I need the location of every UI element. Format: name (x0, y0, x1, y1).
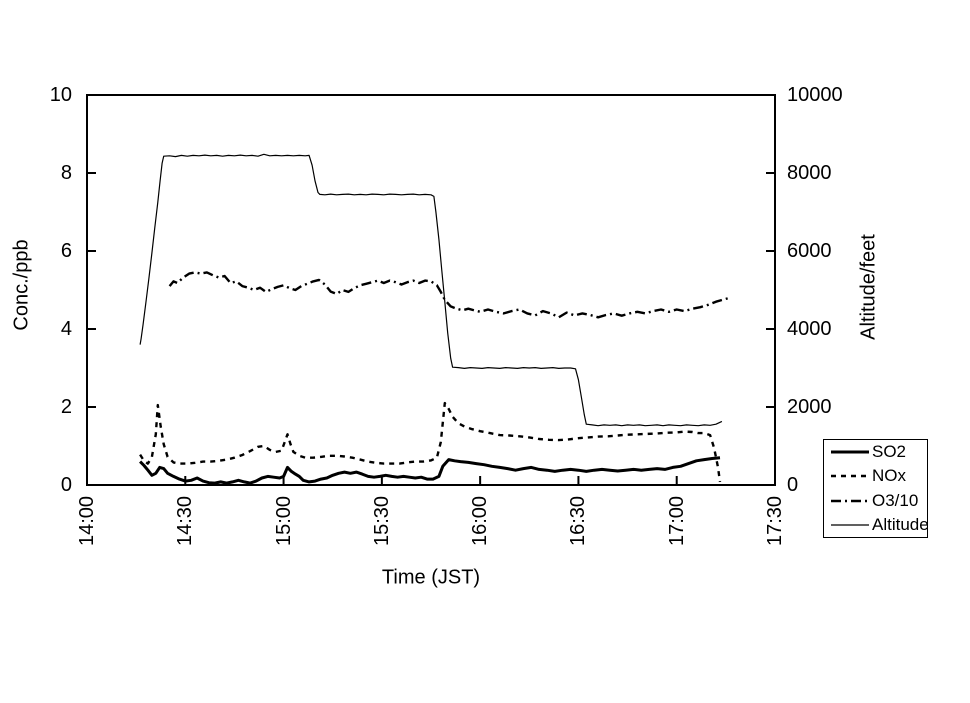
legend-item-nox: NOx (824, 466, 927, 486)
legend-label: NOx (872, 466, 906, 486)
legend-line-sample (831, 524, 869, 526)
x-tick-label: 16:00 (469, 495, 492, 547)
x-tick-label: 15:30 (370, 495, 393, 547)
legend-item-so2: SO2 (824, 442, 927, 462)
x-tick-label: 17:30 (764, 495, 786, 547)
y-right-tick-label: 8000 (787, 162, 832, 184)
y-left-tick-label: 0 (60, 474, 72, 496)
series-line-altitude (139, 153, 723, 427)
legend-line-sample (831, 475, 869, 478)
y-left-tick-label: 4 (60, 318, 72, 340)
legend-line-sample (831, 499, 869, 502)
y-axis-title-right: Altitude/feet (857, 234, 880, 340)
legend-label: Altitude (872, 514, 929, 534)
y-right-tick-label: 2000 (787, 396, 832, 418)
legend-label: SO2 (872, 442, 907, 462)
y-right-tick-label: 4000 (787, 318, 832, 340)
x-axis-title: Time (JST) (381, 566, 481, 589)
y-right-tick-label: 10000 (787, 84, 843, 106)
y-left-tick-label: 6 (60, 240, 72, 262)
x-tick-label: 16:30 (567, 495, 590, 547)
series-line-o3-10 (168, 271, 731, 319)
y-axis-title-left: Conc./ppb (10, 239, 33, 331)
y-left-tick-label: 2 (60, 396, 72, 418)
legend-label: O3/10 (872, 490, 919, 510)
legend-item-altitude: Altitude (824, 514, 929, 535)
plot-border (86, 94, 776, 486)
series-line-so2 (139, 456, 721, 485)
y-right-tick-label: 6000 (787, 240, 832, 262)
legend-line-sample (831, 450, 869, 454)
x-tick-label: 14:30 (174, 495, 197, 547)
legend-item-o3-10: O3/10 (824, 491, 927, 511)
legend: SO2 NOx O3/10 Altitude (823, 439, 929, 538)
x-tick-label: 15:00 (272, 495, 295, 547)
y-left-tick-label: 8 (60, 162, 72, 184)
x-tick-label: 17:00 (665, 495, 688, 547)
series-line-nox (139, 401, 722, 483)
y-right-tick-label: 0 (787, 474, 799, 496)
x-tick-label: 14:00 (76, 495, 98, 547)
y-left-tick-label: 10 (49, 84, 72, 106)
